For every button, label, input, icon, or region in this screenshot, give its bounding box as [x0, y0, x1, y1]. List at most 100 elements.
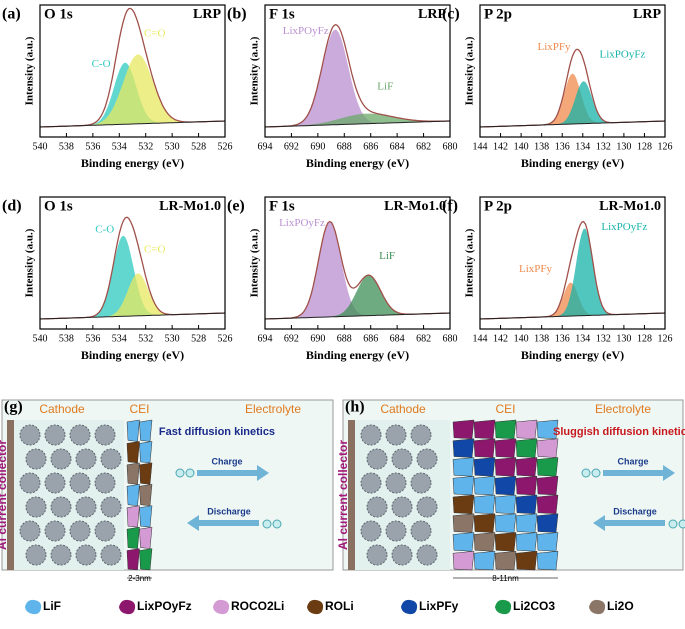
- x-axis-label: Binding energy (eV): [521, 156, 624, 170]
- cei-grain: [473, 494, 496, 515]
- x-tick-label: 694: [258, 333, 273, 344]
- particle: [100, 496, 122, 518]
- plot-frame: [479, 196, 666, 330]
- x-tick-label: 130: [616, 333, 631, 344]
- x-tick-label: 540: [33, 333, 48, 344]
- particle: [19, 520, 41, 542]
- panel-label: (b): [227, 6, 247, 23]
- kinetics-label: Sluggish diffusion kinetics: [553, 426, 685, 438]
- panel-sample: LR-Mo1.0: [159, 199, 221, 214]
- legend-label: ROCO2Li: [231, 599, 284, 613]
- x-tick-label: 694: [258, 141, 273, 152]
- peak-label: C=O: [144, 243, 166, 255]
- x-tick-label: 530: [165, 333, 180, 344]
- particle: [25, 496, 47, 518]
- x-tick-label: 134: [575, 141, 590, 152]
- cei-grain: [494, 494, 517, 515]
- x-tick-label: 144: [473, 141, 488, 152]
- particle: [366, 448, 388, 470]
- charge-arrow: [603, 465, 675, 481]
- x-tick-label: 136: [555, 141, 570, 152]
- x-axis-label: Binding energy (eV): [306, 348, 409, 362]
- particle: [75, 448, 97, 470]
- electrolyte-label: Electrolyte: [595, 402, 651, 416]
- particle: [50, 448, 72, 470]
- peak: [265, 113, 450, 127]
- x-tick-label: 680: [443, 141, 458, 152]
- thickness-label: 8-11nm: [492, 574, 519, 583]
- x-tick-label: 686: [363, 141, 378, 152]
- y-axis-label: Intensity (a.u.): [249, 36, 261, 105]
- y-axis-label: Intensity (a.u.): [24, 36, 36, 105]
- x-tick-label: 126: [658, 333, 673, 344]
- cei-grain: [452, 513, 475, 533]
- peak-label: LiF: [379, 250, 395, 262]
- x-tick-label: 132: [596, 141, 611, 152]
- baseline: [479, 120, 666, 128]
- x-tick-label: 142: [493, 333, 508, 344]
- panel-element: O 1s: [44, 6, 73, 22]
- cei-grain: [515, 457, 538, 477]
- plot-frame: [39, 196, 226, 330]
- y-axis-label: Intensity (a.u.): [464, 228, 476, 297]
- thickness-label: 2-3nm: [128, 574, 151, 583]
- collector-label: Al current collector: [0, 440, 9, 550]
- panel-sample: LRP: [193, 7, 221, 22]
- cei-grain: [536, 550, 559, 571]
- cei-grain: [494, 457, 517, 477]
- cei-grain: [126, 483, 140, 506]
- cathode-label: Cathode: [39, 402, 85, 416]
- x-axis-label: Binding energy (eV): [306, 156, 409, 170]
- panel-label: (d): [2, 198, 22, 215]
- x-tick-label: 140: [514, 333, 529, 344]
- cei-grain: [494, 438, 517, 458]
- schematic-label: (h): [345, 399, 365, 416]
- particle: [385, 472, 407, 494]
- peak: [480, 73, 665, 127]
- legend-label: Li2CO3: [513, 599, 555, 613]
- cei-grain: [515, 419, 538, 440]
- legend-label: Li2O: [607, 599, 634, 613]
- particle: [50, 496, 72, 518]
- particle: [100, 448, 122, 470]
- x-tick-label: 130: [616, 141, 631, 152]
- x-tick-label: 134: [575, 333, 590, 344]
- peak-label: LixPOyFz: [600, 49, 646, 61]
- panel-label: (e): [227, 198, 245, 215]
- cei-grain: [473, 550, 496, 571]
- x-axis-label: Binding energy (eV): [81, 348, 184, 362]
- x-tick-label: 688: [337, 141, 352, 152]
- baseline: [39, 312, 226, 320]
- panel-label: (c): [442, 6, 460, 23]
- particle: [385, 520, 407, 542]
- cei-grain: [536, 513, 559, 533]
- discharge-label: Discharge: [613, 506, 657, 516]
- li-ion: [272, 519, 282, 529]
- discharge-label: Discharge: [207, 506, 251, 516]
- legend-swatch: [119, 599, 136, 615]
- x-tick-label: 538: [59, 141, 74, 152]
- legend-swatch: [495, 599, 512, 615]
- particle: [75, 496, 97, 518]
- legend-swatch: [307, 599, 324, 615]
- x-tick-label: 530: [165, 141, 180, 152]
- particle: [44, 520, 66, 542]
- x-tick-label: 682: [416, 333, 431, 344]
- cei-label: CEI: [129, 402, 149, 416]
- legend-swatch: [589, 599, 606, 615]
- electrolyte-label: Electrolyte: [245, 402, 301, 416]
- kinetics-label: Fast diffusion kinetics: [159, 426, 275, 438]
- cei-grain: [452, 550, 475, 571]
- y-axis-label: Intensity (a.u.): [249, 228, 261, 297]
- x-tick-label: 138: [534, 333, 549, 344]
- peak-label: LixPFy: [519, 263, 553, 275]
- particle: [94, 472, 116, 494]
- particle: [69, 520, 91, 542]
- peak-label: LiF: [377, 80, 393, 92]
- particle: [385, 424, 407, 446]
- x-tick-label: 140: [514, 141, 529, 152]
- peak-label: C=O: [144, 28, 166, 40]
- cei-grain: [494, 475, 517, 496]
- panel-element: F 1s: [269, 198, 295, 214]
- x-axis-label: Binding energy (eV): [81, 156, 184, 170]
